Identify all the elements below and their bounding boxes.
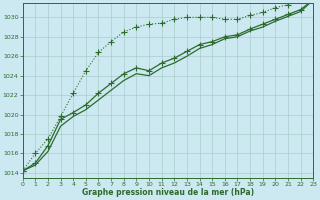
X-axis label: Graphe pression niveau de la mer (hPa): Graphe pression niveau de la mer (hPa) [82,188,254,197]
